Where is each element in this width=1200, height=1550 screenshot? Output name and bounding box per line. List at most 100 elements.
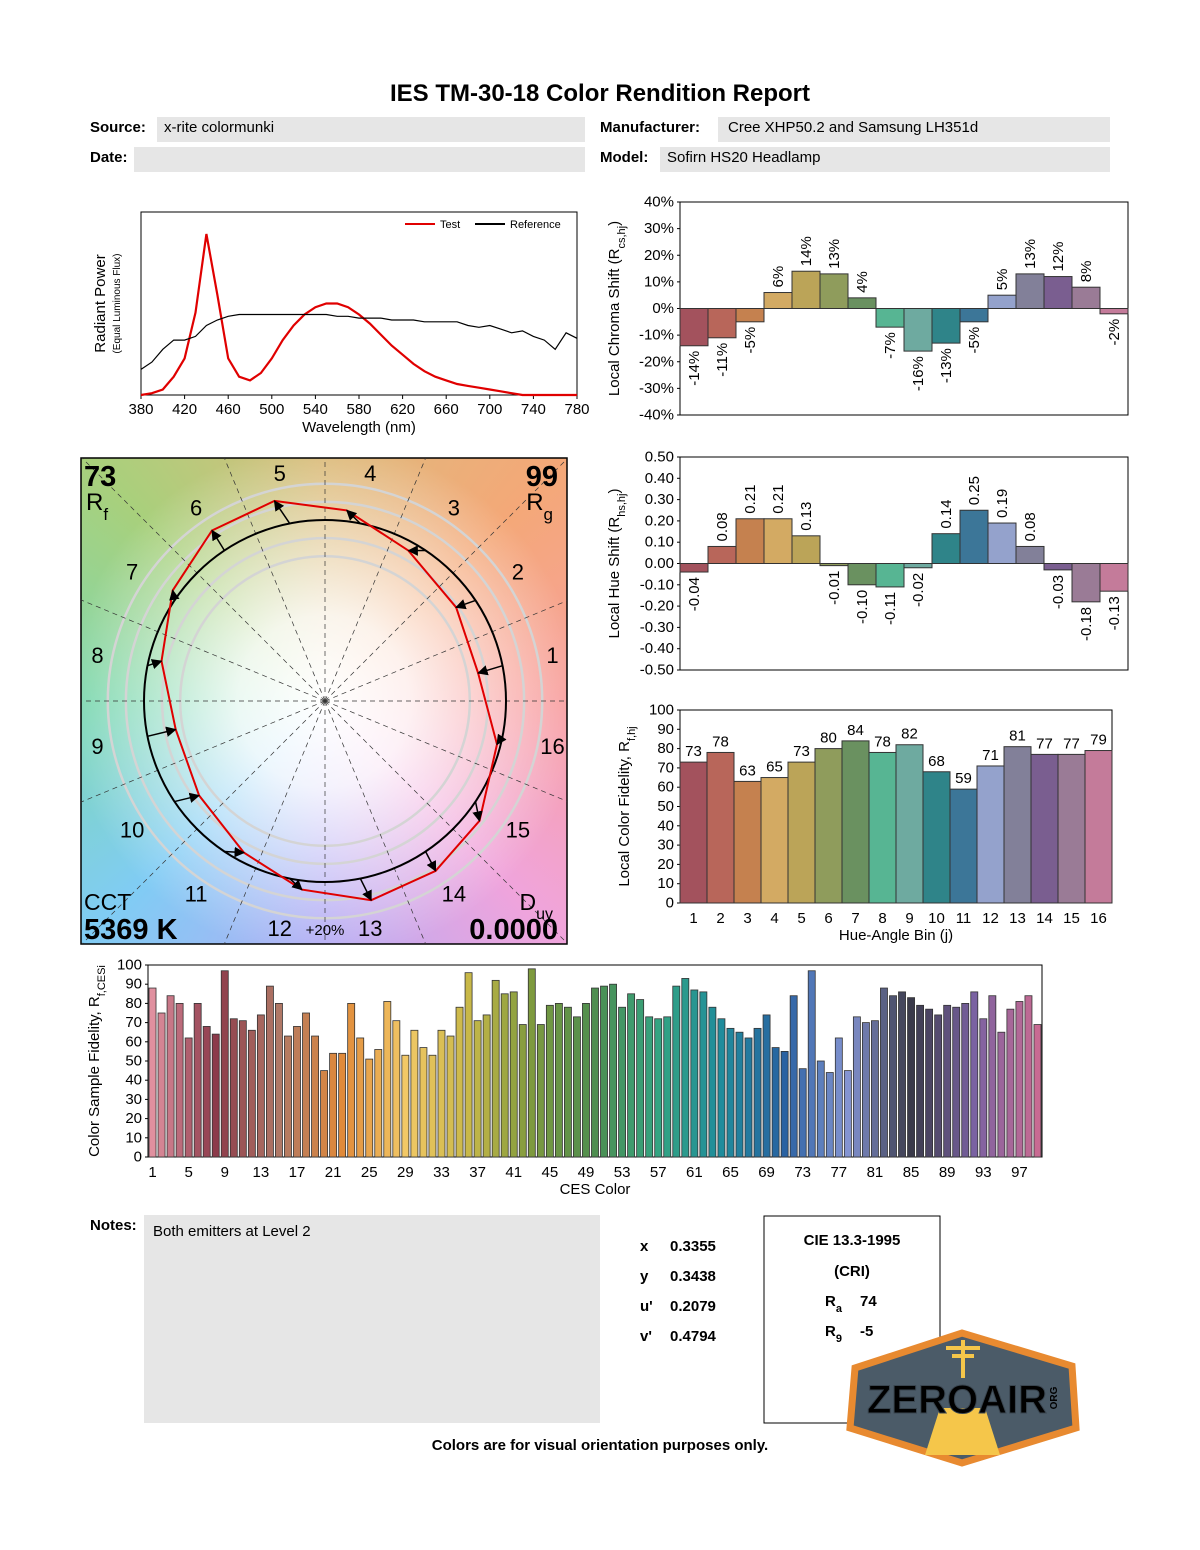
bar: [814, 748, 843, 904]
bar: [679, 563, 709, 573]
bar: [365, 1058, 374, 1158]
bar: [744, 1037, 753, 1158]
bin-boundary: [324, 600, 567, 702]
bar: [763, 518, 793, 565]
bar: [320, 1070, 329, 1158]
bar: [898, 991, 906, 1158]
value-label: 81: [1009, 728, 1026, 745]
bar: [238, 1020, 247, 1158]
bar: [573, 1016, 581, 1158]
bar: [184, 1037, 193, 1158]
field-box: [718, 117, 1110, 142]
bin-boundary: [324, 700, 427, 944]
x-tick-label: 420: [172, 401, 197, 418]
bar: [284, 1035, 292, 1158]
y-tick-label: 20: [125, 1110, 142, 1127]
bar: [787, 761, 816, 904]
y-tick-label: 60: [125, 1033, 142, 1050]
x-tick-label: 4: [770, 910, 778, 927]
value-label: 71: [982, 747, 999, 764]
y-axis-label-part: f,CESi: [96, 965, 108, 996]
bar: [618, 1006, 627, 1158]
value-label: 0.14: [938, 499, 955, 528]
y-axis-label-part: Local Chroma Shift (R: [606, 248, 623, 396]
bar: [392, 1020, 401, 1158]
field-box: [660, 147, 1110, 172]
bar: [1099, 308, 1129, 315]
y-axis-label-part: hs,hj: [616, 494, 628, 517]
value-label: 78: [874, 733, 891, 750]
y-axis-label-part: Color Sample Fidelity, R: [86, 996, 103, 1157]
rg-value: 99: [526, 461, 558, 493]
value-label: 79: [1090, 732, 1107, 749]
field-value: Cree XHP50.2 and Samsung LH351d: [728, 119, 978, 136]
shift-arrow: [224, 846, 245, 858]
bar: [771, 1047, 780, 1158]
value-label: 65: [766, 759, 783, 776]
bar: [690, 989, 699, 1158]
y-tick-label: 70: [125, 1014, 142, 1031]
bar: [763, 292, 793, 309]
y-tick-label: 80: [125, 995, 142, 1012]
bar: [1015, 273, 1045, 310]
bar: [681, 978, 690, 1158]
bar: [733, 780, 762, 904]
y-tick-label: 0.30: [645, 491, 674, 508]
bar: [500, 993, 509, 1158]
bar: [1015, 545, 1045, 565]
bar: [875, 563, 905, 588]
bar: [1099, 563, 1129, 592]
y-axis-label-part: Local Color Fidelity, R: [616, 741, 633, 887]
shift-arrow: [289, 877, 303, 891]
value-label: 59: [955, 770, 972, 787]
bar: [791, 270, 821, 310]
x-tick-label: 1: [689, 910, 697, 927]
x-tick-label: 6: [824, 910, 832, 927]
bar: [679, 761, 708, 904]
x-tick-label: 13: [253, 1164, 270, 1181]
bin-label: 8: [91, 643, 103, 668]
legend-label: Test: [440, 219, 460, 231]
logo-badge: [846, 1329, 1080, 1467]
y-axis-label-part: ): [606, 221, 623, 226]
bar: [229, 1018, 238, 1158]
bar: [997, 1031, 1006, 1158]
value-label: 78: [712, 733, 729, 750]
bar: [707, 308, 737, 339]
bar: [410, 1029, 419, 1158]
bar: [536, 1024, 545, 1158]
y-tick-label: -0.50: [640, 662, 674, 679]
bar: [931, 533, 961, 564]
y-axis-label: Local Chroma Shift (Rcs,hj): [606, 221, 628, 396]
value-label: 63: [739, 762, 756, 779]
x-tick-label: 45: [542, 1164, 559, 1181]
bar: [819, 273, 849, 310]
bar: [1057, 753, 1086, 904]
chromaticity-value: 0.2079: [670, 1298, 716, 1315]
value-label: 68: [928, 753, 945, 770]
bin-label: 6: [190, 496, 202, 521]
value-label: -11%: [714, 343, 731, 377]
cri-symbol-part: R: [825, 1293, 836, 1310]
rf-symbol-part: R: [86, 489, 103, 516]
bar: [916, 1004, 925, 1158]
x-tick-label: 380: [128, 401, 153, 418]
bin-label: 16: [540, 734, 564, 759]
x-axis-label: Wavelength (nm): [302, 419, 416, 436]
bar: [699, 991, 708, 1158]
bar: [202, 1026, 211, 1158]
bar: [726, 1027, 735, 1158]
notes-text: Both emitters at Level 2: [153, 1223, 311, 1240]
chromaticity-label: x: [640, 1238, 649, 1255]
y-tick-label: 30: [657, 837, 674, 854]
bar: [1033, 1024, 1042, 1158]
bar: [455, 1006, 464, 1158]
duv-symbol: Duv: [519, 889, 553, 923]
bar: [825, 1072, 834, 1158]
bar: [875, 308, 905, 328]
value-label: 13%: [826, 239, 843, 269]
bar: [1084, 750, 1113, 904]
cct-label: CCT: [84, 889, 131, 915]
